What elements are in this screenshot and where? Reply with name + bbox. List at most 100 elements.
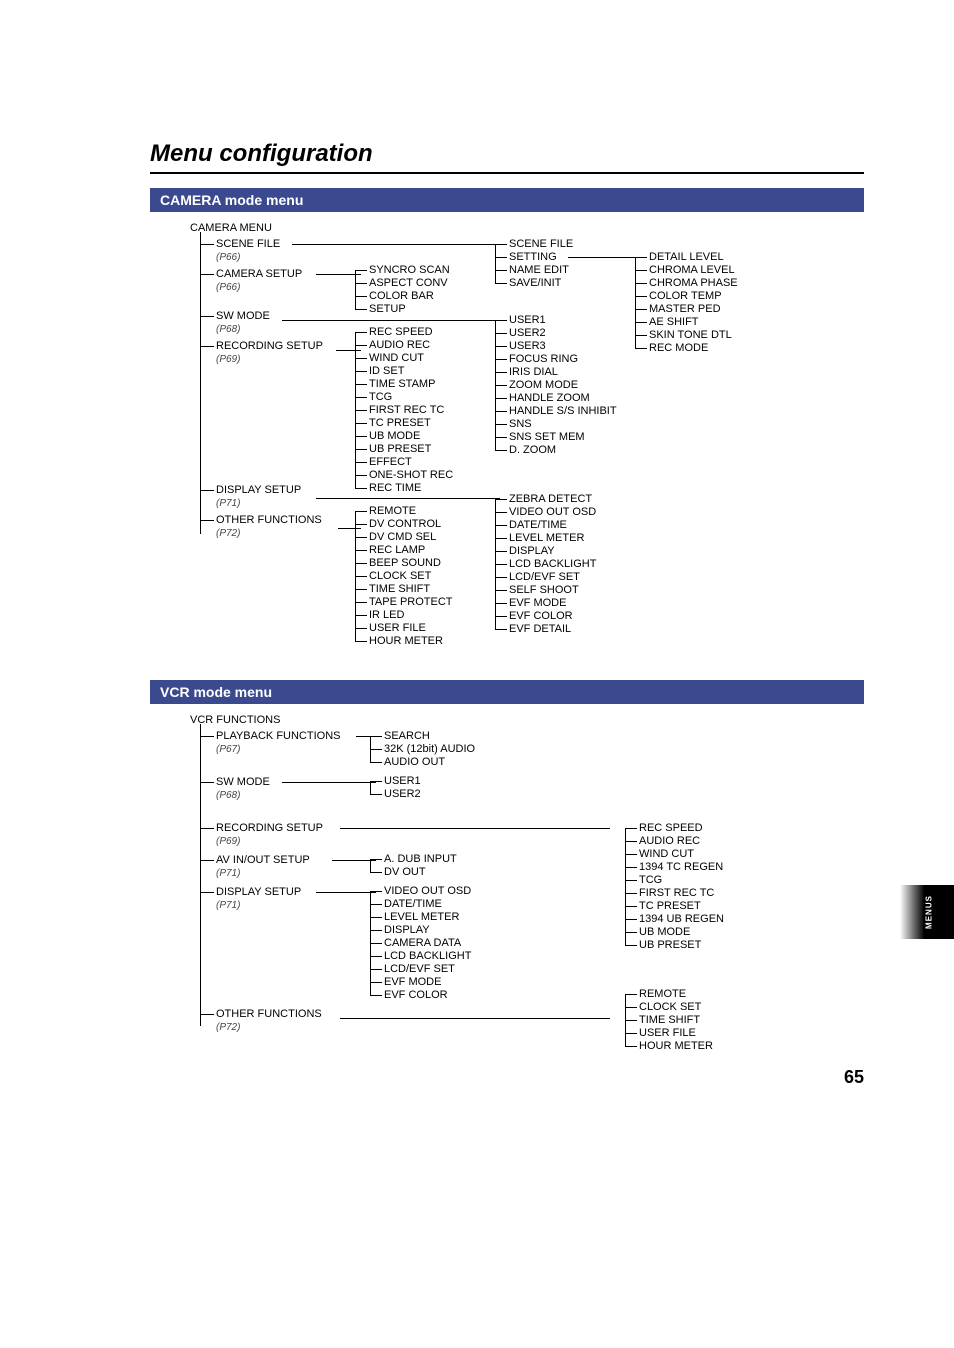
menu-item: 1394 UB REGEN xyxy=(625,913,775,926)
menu-item: VIDEO OUT OSD xyxy=(495,506,635,519)
pageref: (P72) xyxy=(216,527,355,540)
menu-item: REC SPEED xyxy=(355,326,495,339)
menu-item: CAMERA DATA xyxy=(370,937,585,950)
menu-item: IR LED xyxy=(355,609,495,622)
menu-item: AUDIO OUT xyxy=(370,756,585,769)
av-children: A. DUB INPUT DV OUT xyxy=(370,853,585,879)
menu-item: DISPLAY SETUP (P71) xyxy=(200,484,355,510)
menu-item: USER FILE xyxy=(625,1027,775,1040)
pageref: (P69) xyxy=(216,353,355,366)
menu-item: SCENE FILE (P66) xyxy=(200,238,355,264)
page-title: Menu configuration xyxy=(150,140,864,168)
menu-item: AE SHIFT xyxy=(635,316,785,329)
pageref: (P67) xyxy=(216,743,370,756)
menu-item: TCG xyxy=(625,874,775,887)
menu-item: LCD BACKLIGHT xyxy=(495,558,635,571)
section-bar-vcr: VCR mode menu xyxy=(150,680,864,704)
menu-item: SW MODE (P68) xyxy=(200,310,355,336)
menu-item: TC PRESET xyxy=(625,900,775,913)
menu-item: HANDLE S/S INHIBIT xyxy=(495,405,635,418)
label: SCENE FILE xyxy=(216,238,280,250)
menu-item: REMOTE xyxy=(355,505,495,518)
menu-item: TC PRESET xyxy=(355,417,495,430)
menu-item: REC TIME xyxy=(355,482,495,495)
side-tab: MENUS xyxy=(900,885,954,939)
menu-item: CAMERA SETUP (P66) xyxy=(200,268,355,294)
menu-item: LCD/EVF SET xyxy=(495,571,635,584)
label: DISPLAY SETUP xyxy=(216,484,301,496)
menu-item: COLOR TEMP xyxy=(635,290,785,303)
menu-item: REMOTE xyxy=(625,988,775,1001)
vcr-tree: PLAYBACK FUNCTIONS (P67) SW MODE (P68) R… xyxy=(200,728,864,1088)
section-bar-camera: CAMERA mode menu xyxy=(150,188,864,212)
pageref: (P66) xyxy=(216,281,355,294)
menu-item: USER1 xyxy=(370,775,585,788)
menu-item: HOUR METER xyxy=(625,1040,775,1053)
connector xyxy=(282,782,376,783)
menu-item: DV CMD SEL xyxy=(355,531,495,544)
menu-item: USER2 xyxy=(370,788,585,801)
other-right: REMOTE CLOCK SET TIME SHIFT USER FILE HO… xyxy=(625,988,775,1053)
vcr-display-children: VIDEO OUT OSD DATE/TIME LEVEL METER DISP… xyxy=(370,885,585,1002)
menu-item: AUDIO REC xyxy=(625,835,775,848)
menu-item: PLAYBACK FUNCTIONS (P67) xyxy=(200,730,370,756)
menu-item: CHROMA LEVEL xyxy=(635,264,785,277)
pageref: (P71) xyxy=(216,899,370,912)
menu-item: DISPLAY xyxy=(370,924,585,937)
pageref: (P66) xyxy=(216,251,355,264)
menu-item: D. ZOOM xyxy=(495,444,635,457)
camera-setup-children: SYNCRO SCAN ASPECT CONV COLOR BAR SETUP xyxy=(355,264,495,316)
menu-item: UB PRESET xyxy=(625,939,775,952)
menu-item: DV CONTROL xyxy=(355,518,495,531)
pageref: (P71) xyxy=(216,867,370,880)
menu-item: SW MODE (P68) xyxy=(200,776,370,802)
menu-item: SNS xyxy=(495,418,635,431)
menu-item: TIME STAMP xyxy=(355,378,495,391)
recording-setup-children: REC SPEED AUDIO REC WIND CUT ID SET TIME… xyxy=(355,326,495,495)
scene-file-children: SCENE FILE SETTING NAME EDIT SAVE/INIT xyxy=(495,238,635,290)
connector xyxy=(316,892,376,893)
camera-menu-root: CAMERA MENU xyxy=(190,222,864,234)
menu-item: IRIS DIAL xyxy=(495,366,635,379)
menu-item: EVF MODE xyxy=(370,976,585,989)
label: DISPLAY SETUP xyxy=(216,886,301,898)
menu-item: RECORDING SETUP (P69) xyxy=(200,822,370,848)
menu-item: REC MODE xyxy=(635,342,785,355)
side-tab-label: MENUS xyxy=(925,895,934,929)
menu-item: TIME SHIFT xyxy=(355,583,495,596)
menu-item: EVF COLOR xyxy=(495,610,635,623)
menu-item: USER2 xyxy=(495,327,635,340)
menu-item: EVF COLOR xyxy=(370,989,585,1002)
label: OTHER FUNCTIONS xyxy=(216,514,322,526)
menu-item: FIRST REC TC xyxy=(625,887,775,900)
menu-item: NAME EDIT xyxy=(495,264,635,277)
menu-item: OTHER FUNCTIONS (P72) xyxy=(200,1008,370,1034)
menu-item: 32K (12bit) AUDIO xyxy=(370,743,585,756)
menu-item: BEEP SOUND xyxy=(355,557,495,570)
recording-right: REC SPEED AUDIO REC WIND CUT 1394 TC REG… xyxy=(625,822,775,952)
label: CAMERA SETUP xyxy=(216,268,302,280)
menu-item: SCENE FILE xyxy=(495,238,635,251)
pageref: (P69) xyxy=(216,835,370,848)
label: AV IN/OUT SETUP xyxy=(216,854,310,866)
menu-item: ID SET xyxy=(355,365,495,378)
playback-children: SEARCH 32K (12bit) AUDIO AUDIO OUT xyxy=(370,730,585,769)
pageref: (P68) xyxy=(216,789,370,802)
menu-item: TCG xyxy=(355,391,495,404)
menu-item: CHROMA PHASE xyxy=(635,277,785,290)
menu-item: UB MODE xyxy=(625,926,775,939)
menu-item: COLOR BAR xyxy=(355,290,495,303)
menu-item: EFFECT xyxy=(355,456,495,469)
menu-item: REC SPEED xyxy=(625,822,775,835)
menu-item: UB PRESET xyxy=(355,443,495,456)
menu-item: LEVEL METER xyxy=(495,532,635,545)
menu-item: DV OUT xyxy=(370,866,585,879)
menu-item: LCD BACKLIGHT xyxy=(370,950,585,963)
menu-item: SAVE/INIT xyxy=(495,277,635,290)
menu-item: SNS SET MEM xyxy=(495,431,635,444)
menu-item: CLOCK SET xyxy=(355,570,495,583)
menu-item: DISPLAY xyxy=(495,545,635,558)
menu-item: USER3 xyxy=(495,340,635,353)
menu-item: FOCUS RING xyxy=(495,353,635,366)
title-rule xyxy=(150,172,864,174)
